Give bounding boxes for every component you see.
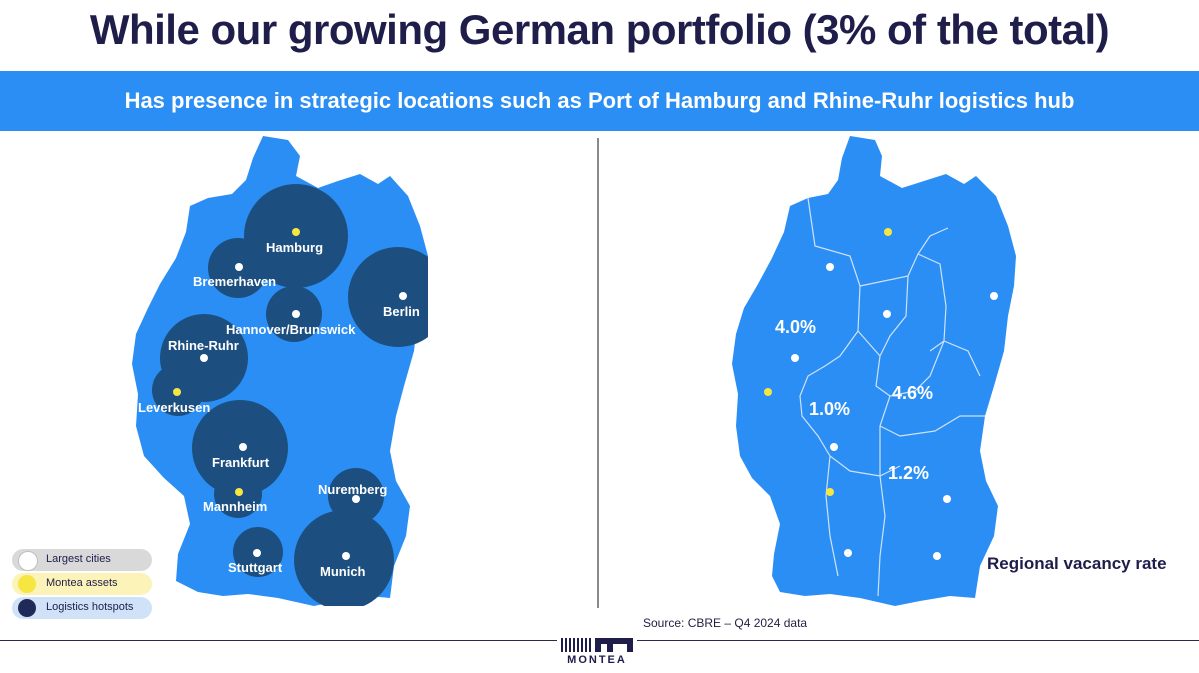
city-dot [235, 263, 243, 271]
label-nuremberg: Nuremberg [318, 482, 387, 497]
city-dot [933, 552, 941, 560]
montea-asset-dot [173, 388, 181, 396]
label-mannheim: Mannheim [203, 499, 267, 514]
city-dot [826, 263, 834, 271]
city-dot [399, 292, 407, 300]
legend-item-montea-assets: Montea assets [12, 573, 152, 595]
montea-asset-dot [884, 228, 892, 236]
legend-item-largest-cities: Largest cities [12, 549, 152, 571]
center-divider [597, 138, 599, 608]
label-stuttgart: Stuttgart [228, 560, 283, 575]
white-dot-icon [18, 551, 38, 571]
source-note: Source: CBRE – Q4 2024 data [643, 616, 808, 630]
vacancy-rate-central-west: 1.0% [809, 399, 850, 419]
city-dot [342, 552, 350, 560]
germany-vacancy-map: 4.0% 1.0% 4.6% 1.2% [732, 136, 1016, 606]
label-bremerhaven: Bremerhaven [193, 274, 276, 289]
legend-label: Largest cities [46, 553, 111, 565]
city-dot [830, 443, 838, 451]
montea-logo: MONTEA [557, 632, 637, 670]
label-frankfurt: Frankfurt [212, 455, 270, 470]
city-dot [943, 495, 951, 503]
subtitle-banner [0, 71, 1199, 131]
region-border [799, 197, 985, 597]
legend-label: Montea assets [46, 577, 118, 589]
city-dot [200, 354, 208, 362]
legend-label: Logistics hotspots [46, 601, 134, 613]
vacancy-rate-south-east: 1.2% [888, 463, 929, 483]
yellow-dot-icon [18, 575, 36, 593]
page-title: While our growing German portfolio (3% o… [89, 6, 1110, 53]
montea-logo-mark-icon [561, 638, 633, 652]
city-dot [844, 549, 852, 557]
city-dot [239, 443, 247, 451]
label-munich: Munich [320, 564, 366, 579]
germany-hotspot-map: Hamburg Bremerhaven Hannover/Brunswick B… [132, 136, 428, 606]
banner-subtitle: Has presence in strategic locations such… [124, 88, 1075, 113]
label-berlin: Berlin [383, 304, 420, 319]
vacancy-rate-central-east: 4.6% [892, 383, 933, 403]
montea-asset-dot [764, 388, 772, 396]
city-dot [791, 354, 799, 362]
montea-asset-dot [235, 488, 243, 496]
label-leverkusen: Leverkusen [138, 400, 210, 415]
montea-asset-dot [292, 228, 300, 236]
vacancy-rate-north-west: 4.0% [775, 317, 816, 337]
city-dot [292, 310, 300, 318]
legend-item-logistics-hotspots: Logistics hotspots [12, 597, 152, 619]
vacancy-caption: Regional vacancy rate [987, 554, 1167, 573]
city-dot [883, 310, 891, 318]
montea-asset-dot [826, 488, 834, 496]
hotspot-berlin [348, 247, 428, 347]
city-dot [253, 549, 261, 557]
navy-dot-icon [18, 599, 36, 617]
label-rhine-ruhr: Rhine-Ruhr [168, 338, 239, 353]
label-hamburg: Hamburg [266, 240, 323, 255]
germany-shape-right [732, 136, 1016, 606]
logo-text: MONTEA [567, 654, 627, 666]
label-hannover: Hannover/Brunswick [226, 322, 356, 337]
city-dot [352, 495, 360, 503]
city-dot [990, 292, 998, 300]
